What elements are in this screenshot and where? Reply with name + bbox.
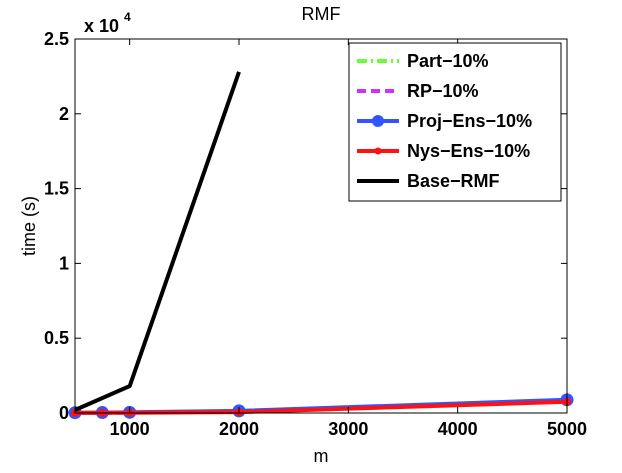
x-tick-label: 3000 xyxy=(328,419,368,439)
legend-marker-3 xyxy=(372,115,384,127)
series-line-5 xyxy=(74,71,241,412)
x-tick-label: 4000 xyxy=(438,419,478,439)
x-axis-label: m xyxy=(314,446,329,466)
legend-marker-4 xyxy=(374,147,382,155)
legend-label-4: Nys−Ens−10% xyxy=(407,141,530,161)
y-tick-label: 1.5 xyxy=(44,179,69,199)
y-axis-label: time (s) xyxy=(19,196,39,256)
legend-label-2: RP−10% xyxy=(407,81,479,101)
y-axis-multiplier: x 10 xyxy=(84,16,119,36)
y-tick-label: 2 xyxy=(59,104,69,124)
axis-ticks: 1000 2000 3000 4000 5000 0 0.5 1 1.5 2 2.5 xyxy=(44,29,587,439)
legend: Part−10% RP−10% Proj−Ens−10% Nys−Ens−10% Bas… xyxy=(348,42,562,202)
y-tick-label: 0.5 xyxy=(44,328,69,348)
x-tick-label: 5000 xyxy=(547,419,587,439)
legend-label-5: Base−RMF xyxy=(407,171,500,191)
legend-label-1: Part−10% xyxy=(407,51,489,71)
chart-title: RMF xyxy=(302,4,341,24)
y-axis-multiplier-exponent: 4 xyxy=(124,10,131,24)
y-tick-label: 1 xyxy=(59,253,69,273)
plot-frame xyxy=(74,38,568,414)
y-tick-label: 0 xyxy=(59,403,69,423)
legend-label-3: Proj−Ens−10% xyxy=(407,111,532,131)
x-tick-label: 1000 xyxy=(110,419,150,439)
y-tick-label: 2.5 xyxy=(44,29,69,49)
x-tick-label: 2000 xyxy=(219,419,259,439)
